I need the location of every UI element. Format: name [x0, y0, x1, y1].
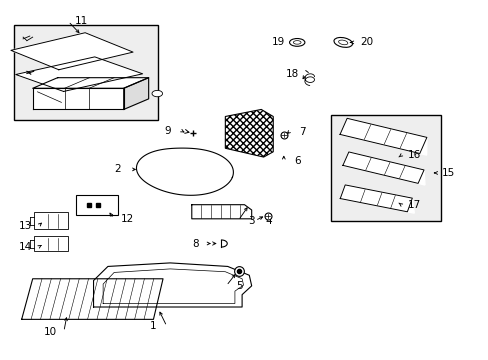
Text: 6: 6 — [293, 156, 300, 166]
Text: 1: 1 — [150, 321, 157, 332]
Ellipse shape — [293, 41, 301, 44]
Text: 11: 11 — [75, 16, 88, 26]
Polygon shape — [225, 109, 273, 157]
Text: 13: 13 — [19, 221, 32, 231]
Polygon shape — [407, 198, 413, 213]
Polygon shape — [93, 263, 251, 307]
Ellipse shape — [289, 39, 304, 46]
Text: 3: 3 — [248, 216, 254, 226]
Polygon shape — [123, 78, 148, 109]
Text: 18: 18 — [285, 69, 299, 79]
Ellipse shape — [333, 37, 352, 48]
Text: 20: 20 — [359, 37, 372, 48]
Ellipse shape — [152, 90, 162, 97]
Polygon shape — [342, 152, 423, 183]
Polygon shape — [136, 148, 233, 195]
Text: 5: 5 — [236, 281, 243, 291]
Ellipse shape — [338, 40, 347, 45]
Text: 19: 19 — [271, 37, 284, 48]
Bar — [34, 237, 68, 251]
Bar — [76, 195, 118, 215]
Polygon shape — [419, 138, 426, 155]
Text: 10: 10 — [44, 327, 57, 337]
Polygon shape — [417, 170, 424, 185]
Text: 4: 4 — [264, 216, 271, 226]
Polygon shape — [11, 33, 133, 70]
Text: 15: 15 — [441, 168, 454, 178]
Polygon shape — [16, 57, 142, 91]
Text: 14: 14 — [19, 242, 32, 252]
Polygon shape — [21, 279, 163, 319]
Polygon shape — [191, 205, 251, 219]
Polygon shape — [33, 88, 123, 109]
Bar — [330, 115, 440, 221]
Text: 17: 17 — [407, 200, 420, 210]
Text: 16: 16 — [407, 150, 420, 160]
Text: 12: 12 — [120, 214, 133, 224]
Bar — [15, 25, 158, 120]
Bar — [34, 212, 68, 229]
Text: 7: 7 — [298, 127, 305, 138]
Polygon shape — [340, 185, 411, 212]
Polygon shape — [339, 118, 426, 153]
Text: 2: 2 — [114, 165, 121, 174]
Text: 8: 8 — [192, 239, 199, 248]
Polygon shape — [33, 78, 148, 88]
Text: 9: 9 — [164, 126, 171, 136]
